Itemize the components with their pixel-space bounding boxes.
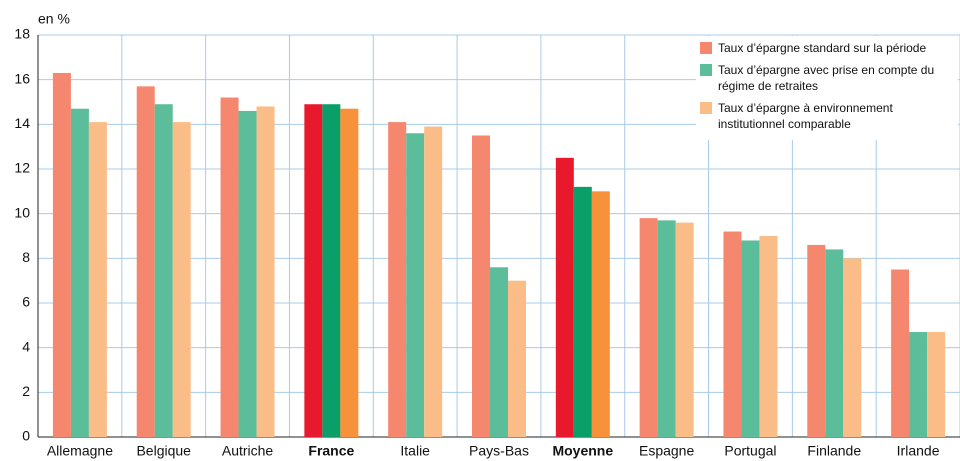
bar bbox=[52, 72, 71, 437]
y-axis-label: en % bbox=[38, 11, 70, 27]
bar bbox=[639, 218, 658, 437]
bar bbox=[741, 240, 760, 437]
bar bbox=[154, 104, 173, 437]
legend-label: Taux d’épargne standard sur la période bbox=[718, 41, 927, 55]
bar bbox=[573, 186, 592, 437]
y-tick-label: 4 bbox=[22, 338, 30, 354]
legend-swatch bbox=[700, 102, 712, 114]
bar bbox=[472, 135, 490, 437]
bar bbox=[424, 126, 443, 438]
legend-entry: Taux d’épargne à environnement instituti… bbox=[700, 100, 958, 132]
bar bbox=[88, 122, 107, 437]
y-tick-label: 0 bbox=[22, 428, 30, 444]
x-tick-label: Belgique bbox=[136, 443, 191, 459]
bar bbox=[490, 267, 508, 437]
x-tick-label: Pays-Bas bbox=[469, 443, 529, 459]
bar bbox=[675, 222, 694, 437]
bar bbox=[322, 104, 341, 437]
bar bbox=[891, 269, 910, 437]
y-tick-label: 18 bbox=[14, 26, 30, 42]
x-tick-label: Moyenne bbox=[552, 443, 613, 459]
bar bbox=[555, 157, 574, 438]
x-tick-label: Irlande bbox=[897, 443, 940, 459]
bar bbox=[843, 258, 862, 437]
legend-entry: Taux d’épargne standard sur la période bbox=[700, 40, 958, 56]
bar bbox=[406, 133, 425, 437]
bar bbox=[238, 110, 257, 437]
x-tick-label: France bbox=[308, 443, 354, 459]
bar bbox=[340, 108, 359, 437]
bar bbox=[825, 249, 844, 437]
legend-swatch bbox=[700, 42, 712, 54]
y-tick-label: 2 bbox=[22, 383, 30, 399]
x-tick-label: Portugal bbox=[724, 443, 776, 459]
legend: Taux d’épargne standard sur la période Ta… bbox=[696, 36, 958, 140]
bar bbox=[909, 332, 928, 437]
y-tick-label: 14 bbox=[14, 115, 30, 131]
bar bbox=[508, 280, 526, 437]
x-tick-label: Finlande bbox=[807, 443, 861, 459]
bar bbox=[304, 104, 323, 437]
bar bbox=[220, 97, 239, 438]
bar bbox=[723, 231, 742, 437]
x-tick-label: Espagne bbox=[639, 443, 694, 459]
legend-label: Taux d’épargne avec prise en compte du r… bbox=[718, 63, 935, 93]
bar bbox=[657, 220, 676, 437]
bar bbox=[136, 86, 155, 437]
y-tick-label: 8 bbox=[22, 249, 30, 265]
y-tick-label: 6 bbox=[22, 294, 30, 310]
bar bbox=[807, 244, 826, 437]
y-tick-label: 12 bbox=[14, 160, 30, 176]
bar bbox=[388, 122, 407, 437]
bar bbox=[256, 106, 275, 437]
bar bbox=[927, 332, 946, 437]
bar bbox=[591, 191, 610, 437]
y-tick-label: 10 bbox=[14, 204, 30, 220]
y-tick-label: 16 bbox=[14, 70, 30, 86]
bar bbox=[70, 108, 89, 437]
legend-label: Taux d’épargne à environnement instituti… bbox=[718, 101, 893, 131]
x-tick-label: Italie bbox=[400, 443, 430, 459]
legend-swatch bbox=[700, 64, 712, 76]
legend-entry: Taux d’épargne avec prise en compte du r… bbox=[700, 62, 958, 94]
x-tick-label: Autriche bbox=[222, 443, 274, 459]
bar bbox=[759, 236, 778, 437]
bar bbox=[172, 122, 191, 437]
x-tick-label: Allemagne bbox=[47, 443, 113, 459]
